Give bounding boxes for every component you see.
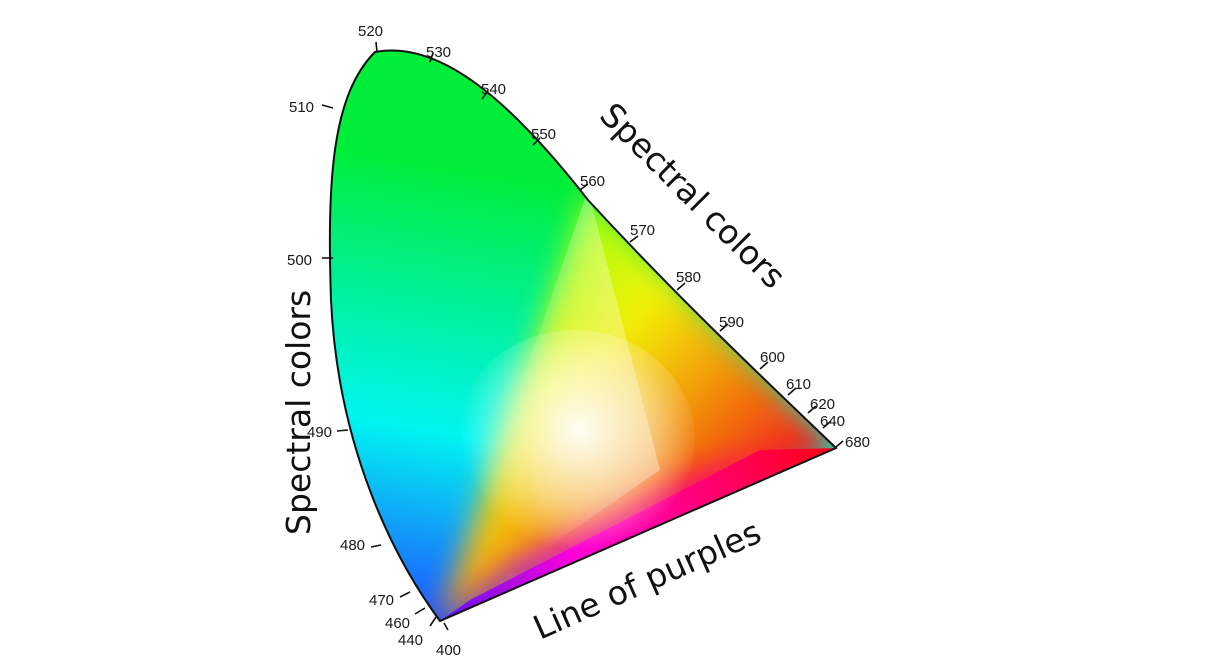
tick-mark-610	[787, 387, 797, 396]
tick-label-590: 590	[719, 314, 744, 331]
spectral-locus-outline	[328, 49, 838, 623]
tick-mark-480	[370, 544, 382, 548]
tick-mark-400	[443, 622, 449, 631]
tick-label-620: 620	[810, 396, 835, 413]
tick-label-610: 610	[786, 376, 811, 393]
tick-mark-520	[375, 41, 378, 53]
tick-label-680: 680	[845, 434, 870, 451]
tick-label-460: 460	[385, 615, 410, 632]
tick-mark-620	[807, 405, 817, 414]
tick-label-570: 570	[630, 222, 655, 239]
tick-label-440: 440	[398, 632, 423, 649]
tick-mark-570	[629, 235, 639, 243]
tick-label-560: 560	[580, 173, 605, 190]
tick-label-530: 530	[426, 44, 451, 61]
tick-mark-590	[719, 323, 729, 332]
tick-label-510: 510	[289, 99, 314, 116]
tick-label-540: 540	[481, 81, 506, 98]
tick-label-490: 490	[307, 424, 332, 441]
tick-label-470: 470	[369, 592, 394, 609]
left-edge-label: Spectral colors	[279, 290, 318, 535]
tick-mark-600	[759, 361, 769, 370]
tick-label-400: 400	[436, 642, 461, 659]
gamut-fill	[329, 50, 836, 621]
tick-label-550: 550	[531, 126, 556, 143]
tick-mark-530	[429, 52, 434, 63]
tick-mark-460	[414, 607, 426, 615]
tick-mark-470	[399, 591, 411, 598]
tick-mark-640	[822, 420, 832, 429]
tick-label-580: 580	[676, 269, 701, 286]
tick-label-600: 600	[760, 349, 785, 366]
tick-mark-440	[429, 616, 437, 627]
tick-mark-540	[481, 90, 489, 100]
tick-mark-490	[336, 429, 349, 432]
tick-mark-580	[676, 282, 686, 291]
tick-mark-510	[321, 104, 334, 109]
tick-label-520: 520	[358, 23, 383, 40]
tick-mark-560	[579, 183, 589, 191]
tick-label-640: 640	[820, 413, 845, 430]
tick-mark-550	[532, 137, 541, 146]
tick-label-500: 500	[287, 252, 312, 269]
tick-label-480: 480	[340, 537, 365, 554]
tick-mark-680	[835, 440, 844, 448]
